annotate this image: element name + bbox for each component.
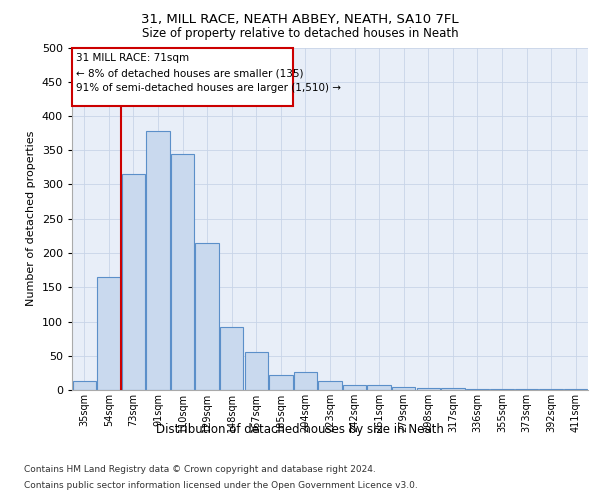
Bar	[392, 386, 415, 390]
Bar	[245, 352, 268, 390]
Bar	[146, 131, 170, 390]
Bar	[269, 375, 293, 390]
Text: 31 MILL RACE: 71sqm: 31 MILL RACE: 71sqm	[76, 53, 190, 63]
Bar	[122, 174, 145, 390]
Bar	[220, 327, 244, 390]
Text: ← 8% of detached houses are smaller (135): ← 8% of detached houses are smaller (135…	[76, 68, 304, 78]
Bar	[490, 388, 514, 390]
Text: Size of property relative to detached houses in Neath: Size of property relative to detached ho…	[142, 28, 458, 40]
Bar	[466, 388, 489, 390]
FancyBboxPatch shape	[73, 48, 293, 106]
Text: Contains public sector information licensed under the Open Government Licence v3: Contains public sector information licen…	[24, 481, 418, 490]
Bar	[97, 277, 121, 390]
Bar	[343, 384, 366, 390]
Bar	[171, 154, 194, 390]
Bar	[416, 388, 440, 390]
Y-axis label: Number of detached properties: Number of detached properties	[26, 131, 36, 306]
Bar	[196, 242, 219, 390]
Text: Distribution of detached houses by size in Neath: Distribution of detached houses by size …	[156, 422, 444, 436]
Text: 31, MILL RACE, NEATH ABBEY, NEATH, SA10 7FL: 31, MILL RACE, NEATH ABBEY, NEATH, SA10 …	[141, 12, 459, 26]
Text: 91% of semi-detached houses are larger (1,510) →: 91% of semi-detached houses are larger (…	[76, 83, 341, 93]
Bar	[319, 381, 341, 390]
Text: Contains HM Land Registry data © Crown copyright and database right 2024.: Contains HM Land Registry data © Crown c…	[24, 465, 376, 474]
Bar	[294, 372, 317, 390]
Bar	[367, 384, 391, 390]
Bar	[441, 388, 464, 390]
Bar	[73, 381, 96, 390]
